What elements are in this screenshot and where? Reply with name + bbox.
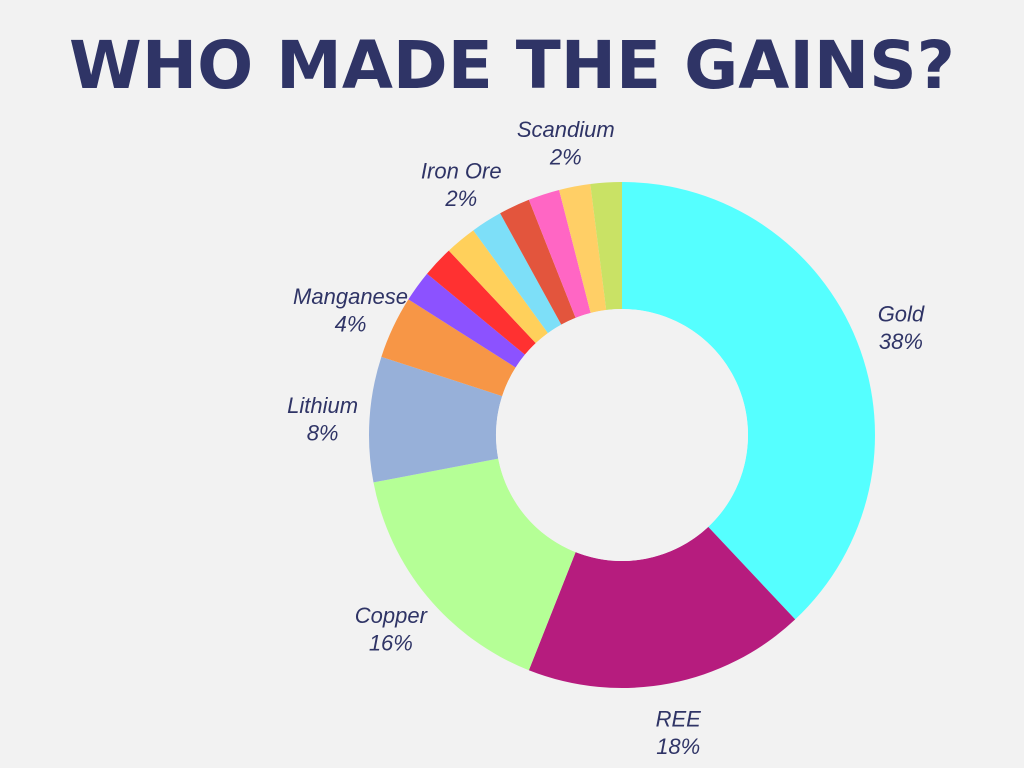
slice-unlabeled-11 <box>528 189 591 318</box>
slice-unlabeled-8 <box>448 230 548 344</box>
slice-scandium <box>559 183 607 313</box>
slice-label-lithium: Lithium 8% <box>287 393 358 446</box>
slice-unlabeled-7 <box>427 250 536 355</box>
chart-title: WHO MADE THE GAINS? <box>69 27 955 104</box>
slice-copper <box>373 458 576 671</box>
slice-value-label: 16% <box>369 630 413 655</box>
donut-labels: Gold 38% REE 18% Copper 16% Lithium 8% Manganese… <box>287 117 925 759</box>
slice-category-label: Scandium <box>517 117 615 142</box>
slice-value-label: 8% <box>307 420 339 445</box>
slice-value-label: 2% <box>549 145 582 170</box>
slice-ree <box>528 526 796 688</box>
slice-iron-ore <box>473 213 562 334</box>
slice-category-label: Gold <box>878 301 925 326</box>
slice-category-label: Lithium <box>287 393 358 418</box>
slice-label-iron-ore: Iron Ore 2% <box>421 158 502 211</box>
slice-value-label: 4% <box>335 311 367 336</box>
donut-slices <box>369 182 876 688</box>
slice-category-label: Iron Ore <box>421 158 502 183</box>
slice-lithium <box>369 356 503 483</box>
slice-label-scandium: Scandium 2% <box>517 117 615 170</box>
slice-label-ree: REE 18% <box>656 706 702 759</box>
slice-unlabeled-10 <box>500 199 576 325</box>
slice-value-label: 38% <box>879 329 923 354</box>
slice-manganese <box>381 299 516 397</box>
slice-label-copper: Copper 16% <box>355 603 429 656</box>
slice-gold <box>622 182 876 620</box>
slice-value-label: 2% <box>444 186 477 211</box>
slice-category-label: Manganese <box>293 284 408 309</box>
slice-value-label: 18% <box>656 734 700 759</box>
slice-label-manganese: Manganese 4% <box>293 284 408 337</box>
slice-category-label: Copper <box>355 603 429 628</box>
donut-hole <box>496 309 748 561</box>
slice-category-label: REE <box>656 706 702 731</box>
slice-unlabeled-13 <box>590 182 622 310</box>
slice-unlabeled-6 <box>408 273 525 368</box>
slice-label-gold: Gold 38% <box>878 301 925 354</box>
